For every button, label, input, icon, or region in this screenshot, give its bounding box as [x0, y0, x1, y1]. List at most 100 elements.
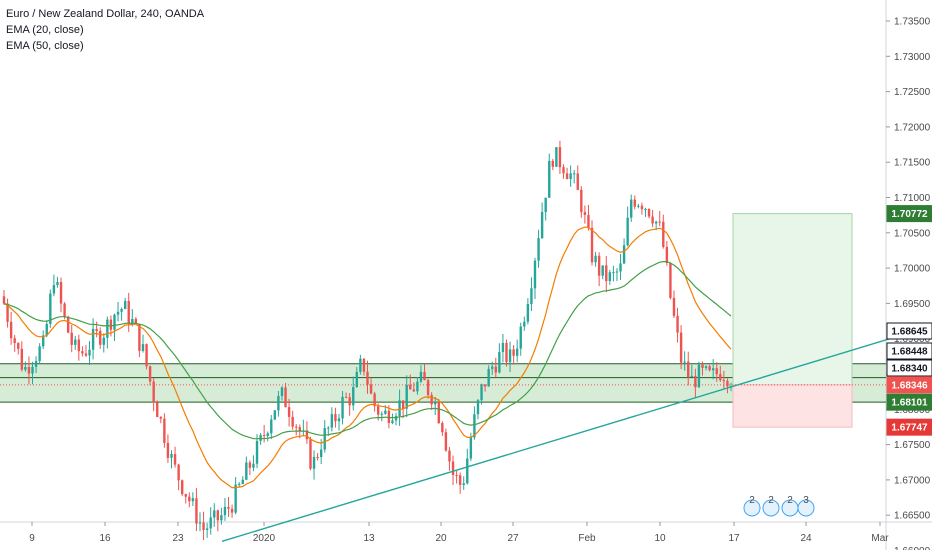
candle-body: [309, 439, 312, 469]
candle-body: [327, 427, 330, 429]
y-tick-label: 1.73500: [894, 17, 931, 28]
candle-body: [305, 430, 309, 440]
candle-body: [633, 199, 636, 207]
event-marker-circle: [797, 499, 815, 517]
price-badge: [886, 342, 932, 360]
candle-body: [501, 342, 505, 352]
candle-body: [291, 416, 294, 427]
candle-body: [159, 417, 163, 419]
candle-body: [434, 402, 437, 405]
candle-body: [405, 384, 408, 409]
candle-body: [708, 366, 711, 371]
candle-body: [106, 319, 109, 338]
x-tick-label: 10: [654, 533, 666, 544]
event-marker: 3: [797, 495, 815, 517]
candle-body: [27, 367, 31, 374]
candle-body: [177, 464, 180, 481]
candle-body: [687, 361, 690, 378]
chart-legend: Euro / New Zealand Dollar, 240, OANDA EM…: [6, 6, 204, 54]
candle-body: [52, 285, 56, 294]
candle-body: [644, 209, 647, 211]
candle-body: [81, 351, 84, 354]
candle-body: [722, 380, 726, 382]
candle-body: [416, 381, 419, 392]
candle-body: [341, 396, 344, 419]
price-badge: [886, 376, 932, 394]
candle-body: [419, 371, 423, 382]
candle-body: [49, 293, 52, 324]
x-tick-label: 13: [363, 533, 375, 544]
candle-body: [426, 380, 430, 396]
candle-body: [109, 319, 113, 330]
legend-ema50: EMA (50, close): [6, 40, 84, 52]
event-marker: 2: [762, 495, 780, 517]
candle-body: [56, 282, 59, 286]
candle-body: [601, 265, 604, 276]
candle-body: [583, 212, 587, 215]
candle-body: [113, 314, 116, 330]
y-tick-label: 1.66500: [894, 511, 931, 522]
candle-body: [622, 245, 626, 264]
candle-body: [672, 297, 676, 316]
candle-body: [45, 323, 48, 336]
candle-body: [284, 387, 287, 408]
candle-body: [63, 303, 66, 317]
x-tick-label: 17: [728, 533, 740, 544]
event-marker-count: 2: [768, 495, 774, 506]
candle-body: [690, 375, 693, 378]
candle-body: [323, 428, 326, 450]
candle-body: [220, 515, 223, 521]
candle-body: [91, 328, 95, 350]
candle-body: [569, 173, 572, 180]
candle-body: [266, 433, 269, 436]
candle-body: [679, 332, 683, 363]
candle-body: [526, 304, 530, 322]
candle-body: [715, 368, 718, 375]
price-badge-label: 1.68340: [891, 364, 928, 375]
candle-body: [6, 303, 9, 322]
candle-body: [505, 342, 508, 363]
candle-body: [148, 366, 152, 382]
candle-body: [319, 449, 323, 457]
candle-body: [134, 318, 138, 324]
candle-body: [9, 321, 13, 339]
candle-body: [120, 308, 123, 312]
candle-body: [127, 300, 130, 324]
price-badge: [886, 322, 932, 340]
candle-body: [430, 395, 433, 405]
candle-body: [391, 420, 394, 424]
candle-body: [17, 343, 20, 349]
candle-body: [651, 216, 654, 224]
candle-body: [630, 199, 633, 218]
candle-body: [572, 173, 576, 175]
candle-body: [116, 311, 120, 315]
candle-body: [387, 410, 391, 424]
candle-body: [145, 344, 148, 367]
candle-body: [441, 423, 444, 433]
candle-body: [330, 414, 334, 428]
event-marker-count: 3: [803, 495, 809, 506]
y-tick-label: 1.67000: [894, 475, 931, 486]
y-tick-label: 1.72000: [894, 122, 931, 133]
candle-body: [95, 328, 98, 331]
candle-body: [234, 484, 237, 513]
y-tick-label: 1.66000: [894, 546, 931, 550]
candle-body: [398, 400, 401, 417]
event-marker-circle: [743, 499, 761, 517]
candle-body: [508, 349, 512, 363]
candle-body: [88, 349, 91, 356]
candle-body: [548, 160, 551, 198]
candle-body: [163, 418, 166, 443]
event-marker-count: 2: [749, 495, 755, 506]
x-tick-label: 24: [800, 533, 812, 544]
candle-body: [615, 271, 619, 273]
candle-body: [262, 435, 266, 437]
price-badge: [886, 393, 932, 411]
x-tick-label: 23: [172, 533, 184, 544]
target-zone: [732, 213, 853, 386]
candle-body: [423, 371, 426, 381]
candle-body: [565, 173, 569, 180]
candle-body: [466, 458, 469, 484]
candle-body: [13, 338, 16, 344]
